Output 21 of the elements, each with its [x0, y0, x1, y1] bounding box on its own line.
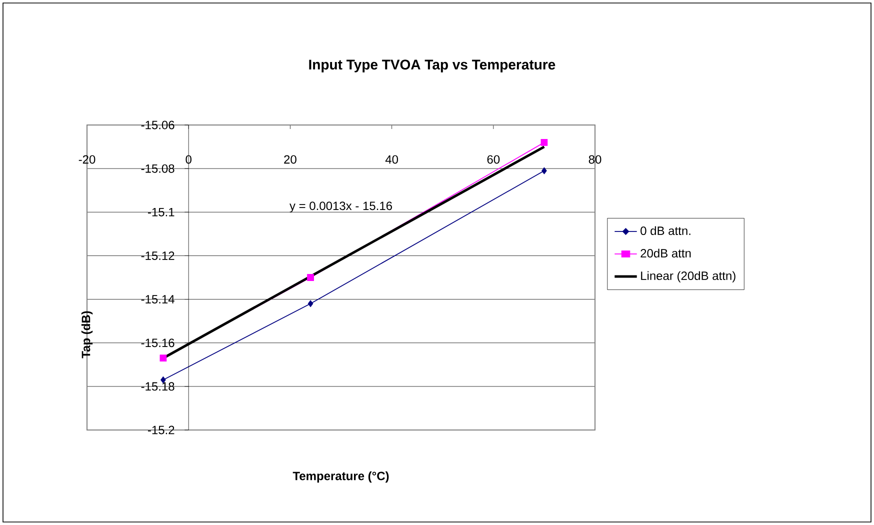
legend-label: 20dB attn	[640, 248, 691, 258]
legend-label: 0 dB attn.	[640, 226, 690, 236]
y-axis-title: Tap (dB)	[81, 311, 93, 358]
point	[307, 274, 314, 281]
x-tick-label: 80	[588, 155, 602, 164]
x-tick-label: 20	[284, 155, 296, 164]
legend-label: Linear (20dB attn)	[641, 271, 736, 282]
x-tick-label: 40	[385, 155, 398, 164]
y-tick-label: -15.06	[141, 120, 174, 130]
x-tick-label: 60	[487, 155, 500, 164]
point	[160, 354, 167, 362]
x-axis-title: Temperature (°C)	[292, 471, 389, 483]
y-tick-label: -15.18	[141, 382, 174, 391]
point	[308, 300, 314, 308]
point	[540, 138, 548, 146]
annotation: y = 0.0013x - 15.16	[290, 202, 392, 212]
x-tick-label: -20	[78, 155, 96, 164]
chart-title: Input Type TVOA Tap vs Temperature	[309, 60, 556, 72]
y-tick-label: -15.08	[141, 164, 174, 173]
y-tick-label: -15.2	[148, 426, 174, 434]
point	[542, 167, 547, 174]
